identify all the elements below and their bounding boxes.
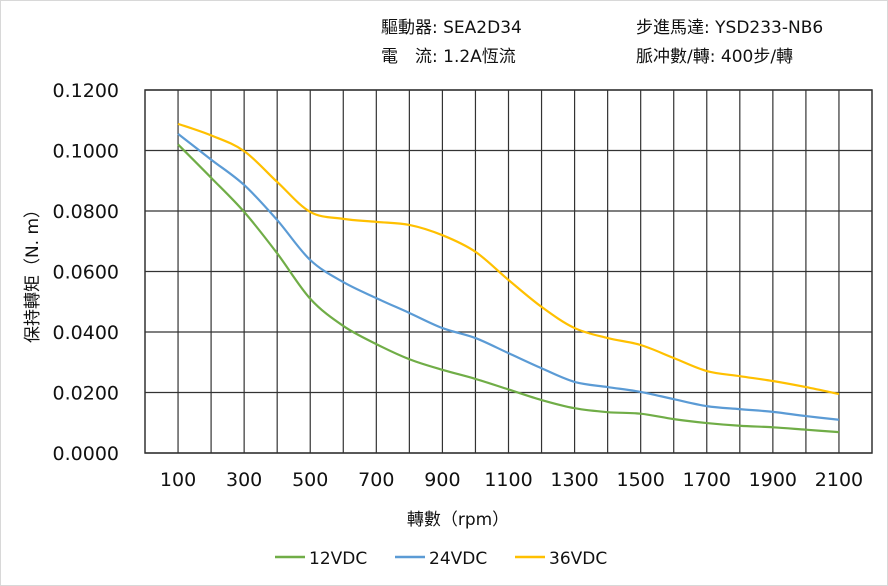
x-tick-label: 1900 [749,469,797,491]
y-axis-title: 保持轉矩（N. m） [23,201,43,343]
x-axis-title: 轉數（rpm） [407,510,509,530]
y-tick-label: 0.0200 [53,383,119,405]
series-lines [177,122,840,434]
x-tick-label: 500 [292,469,328,491]
current-label: 電 流: [381,47,438,67]
x-tick-label: 1300 [550,469,598,491]
current-value: 1.2A恆流 [443,47,516,67]
x-tick-label: 900 [424,469,460,491]
grid [144,89,873,454]
legend-label-12vdc: 12VDC [309,549,367,569]
x-tick-label: 700 [358,469,394,491]
legend-label-24vdc: 24VDC [429,549,487,569]
x-tick-label: 100 [160,469,196,491]
tick-labels: 100 300 500 700 900 1100 1300 1500 1700 1900 2100 0… [53,80,864,491]
plot-border [144,89,873,454]
y-tick-label: 0.0400 [53,322,119,344]
driver-value: SEA2D34 [443,18,522,38]
pulse-label: 脈冲數/轉: [636,47,716,67]
motor-label: 步進馬達: [636,18,710,38]
x-tick-label: 1100 [484,469,532,491]
series-line-36vdc [177,122,840,396]
x-tick-label: 2100 [815,469,863,491]
series-line-24vdc [177,132,840,421]
series-line-12vdc [177,143,840,434]
legend-label-36vdc: 36VDC [549,549,607,569]
driver-label: 驅動器: [381,18,438,38]
y-tick-label: 0.0000 [53,443,119,465]
y-tick-label: 0.1000 [53,141,119,163]
current-info: 電 流: 1.2A恆流 [381,42,516,67]
y-tick-label: 0.1200 [53,80,119,102]
pulse-info: 脈冲數/轉: 400步/轉 [636,42,793,67]
x-tick-label: 300 [226,469,262,491]
x-tick-label: 1700 [683,469,731,491]
pulse-value: 400步/轉 [720,47,794,67]
legend: 12VDC 24VDC 36VDC [275,549,607,569]
y-tick-label: 0.0800 [53,201,119,223]
y-tick-label: 0.0600 [53,262,119,284]
motor-info: 步進馬達: YSD233-NB6 [636,13,823,38]
driver-info: 驅動器: SEA2D34 [381,13,522,38]
x-tick-label: 1500 [617,469,665,491]
motor-value: YSD233-NB6 [715,18,824,38]
